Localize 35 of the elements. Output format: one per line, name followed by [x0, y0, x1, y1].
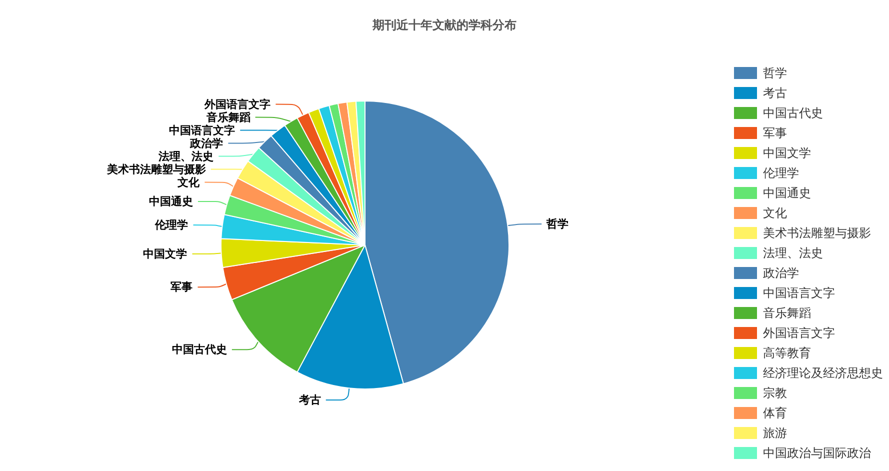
- legend-label: 中国文学: [763, 146, 811, 160]
- legend-label: 伦理学: [763, 166, 799, 180]
- legend-label: 经济理论及经济思想史: [763, 366, 883, 380]
- slice-label: 音乐舞蹈: [205, 110, 250, 124]
- slice-label: 考古: [298, 394, 321, 407]
- slice-label: 政治学: [189, 136, 224, 150]
- legend-label: 高等教育: [763, 346, 811, 360]
- legend-label: 哲学: [763, 66, 787, 80]
- slice-label: 中国语言文字: [169, 124, 236, 137]
- slice-label: 中国通史: [148, 194, 193, 208]
- slice-label: 美术书法雕塑与摄影: [106, 162, 206, 176]
- slice-label: 文化: [176, 176, 201, 189]
- slice-label: 哲学: [546, 217, 569, 230]
- legend-label: 政治学: [763, 266, 799, 280]
- legend-label: 文化: [763, 206, 787, 220]
- legend-label: 中国古代史: [763, 106, 823, 120]
- legend-label: 军事: [763, 126, 787, 140]
- legend-label: 中国政治与国际政治: [763, 446, 871, 460]
- slice-label: 军事: [170, 280, 193, 294]
- slice-label: 伦理学: [154, 218, 188, 232]
- legend-label: 宗教: [763, 386, 787, 400]
- legend-label: 旅游: [763, 426, 787, 440]
- slice-label: 中国古代史: [172, 343, 227, 356]
- legend-label: 外国语言文字: [763, 326, 835, 340]
- legend-label: 中国语言文字: [763, 286, 835, 300]
- slice-label: 中国文学: [143, 247, 188, 260]
- slice-label: 外国语言文字: [204, 98, 271, 111]
- legend-label: 中国通史: [763, 186, 811, 200]
- legend-label: 考古: [763, 86, 787, 100]
- chart-title: 期刊近十年文献的学科分布: [372, 18, 516, 32]
- legend-label: 音乐舞蹈: [763, 306, 811, 320]
- slice-label: 法理、法史: [158, 150, 214, 163]
- legend-label: 美术书法雕塑与摄影: [763, 226, 871, 240]
- legend-label: 体育: [763, 406, 787, 420]
- legend-label: 法理、法史: [763, 246, 823, 260]
